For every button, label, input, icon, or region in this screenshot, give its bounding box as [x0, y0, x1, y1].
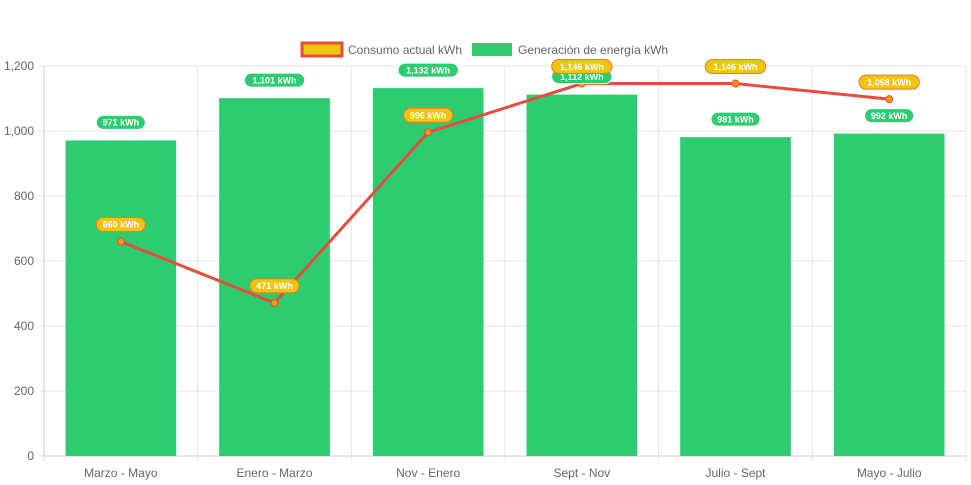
bar-value-label-bg — [243, 72, 306, 88]
legend-swatch-generacion — [472, 43, 512, 56]
x-tick-label: Marzo - Mayo — [84, 466, 158, 480]
y-tick-label: 0 — [27, 449, 34, 463]
bar — [219, 98, 330, 457]
line-value-label: 1,146 kWh — [713, 62, 757, 72]
line-point — [270, 298, 279, 307]
bar-value-label: 981 kWh — [717, 114, 754, 124]
line-point — [424, 128, 433, 137]
line-value-label-bg — [403, 107, 454, 123]
y-axis: 0 200 400 600 800 1,000 1,200 — [4, 59, 45, 463]
grid — [39, 65, 967, 462]
y-tick-label: 800 — [14, 189, 34, 203]
line-value-label: 471 kWh — [256, 281, 293, 291]
line-value-label: 1,146 kWh — [560, 62, 604, 72]
legend-swatch-consumo — [300, 41, 344, 58]
bar-value-label: 1,112 kWh — [560, 72, 604, 82]
y-tick-label: 1,200 — [4, 59, 34, 73]
bar-value-label-bg — [397, 62, 459, 78]
legend: Consumo actual kWh Generación de energía… — [300, 41, 668, 58]
legend-item-generacion[interactable]: Generación de energía kWh — [472, 43, 668, 57]
line-point — [885, 95, 894, 104]
bar — [833, 133, 945, 456]
bar-value-label-bg — [864, 108, 915, 124]
x-tick-label: Sept - Nov — [553, 466, 610, 480]
y-tick-label: 1,000 — [4, 124, 34, 138]
legend-item-consumo[interactable]: Consumo actual kWh — [300, 41, 462, 58]
bar-value-label: 971 kWh — [103, 118, 140, 128]
line-value-label: 660 kWh — [103, 220, 140, 230]
line-point — [116, 237, 125, 246]
x-tick-label: Julio - Sept — [705, 466, 766, 480]
line-point — [731, 79, 740, 88]
x-tick-label: Enero - Marzo — [236, 466, 312, 480]
line-value-label: 996 kWh — [410, 111, 447, 121]
consumo-line — [120, 82, 890, 305]
bar — [526, 94, 638, 456]
bar — [65, 140, 177, 457]
line-value-label: 1,098 kWh — [867, 77, 911, 87]
bar — [372, 88, 484, 456]
legend-label-consumo: Consumo actual kWh — [348, 43, 462, 57]
data-labels: 971 kWh 1,101 kWh 1,132 kWh 1,112 kWh 981 kW… — [95, 59, 920, 294]
bar-value-label: 1,101 kWh — [252, 75, 296, 85]
x-tick-label: Mayo - Julio — [857, 466, 922, 480]
line-value-label-bg — [858, 74, 920, 90]
line-value-label-bg — [704, 59, 767, 75]
y-tick-label: 200 — [14, 384, 34, 398]
line-series — [116, 79, 894, 307]
bar-value-label-bg — [710, 111, 761, 127]
y-tick-label: 400 — [14, 319, 34, 333]
bar-value-label: 992 kWh — [871, 111, 908, 121]
bar-value-label-bg — [95, 114, 146, 130]
y-tick-label: 600 — [14, 254, 34, 268]
bar-value-label: 1,132 kWh — [406, 65, 450, 75]
line-value-label-bg — [249, 278, 300, 294]
x-tick-label: Nov - Enero — [396, 466, 460, 480]
line-value-label-bg — [551, 59, 613, 75]
x-axis: Marzo - Mayo Enero - Marzo Nov - Enero Sept… — [44, 455, 966, 480]
legend-label-generacion: Generación de energía kWh — [518, 43, 668, 57]
bar — [680, 137, 791, 457]
line-value-label-bg — [95, 217, 146, 232]
bar-series — [65, 88, 945, 457]
